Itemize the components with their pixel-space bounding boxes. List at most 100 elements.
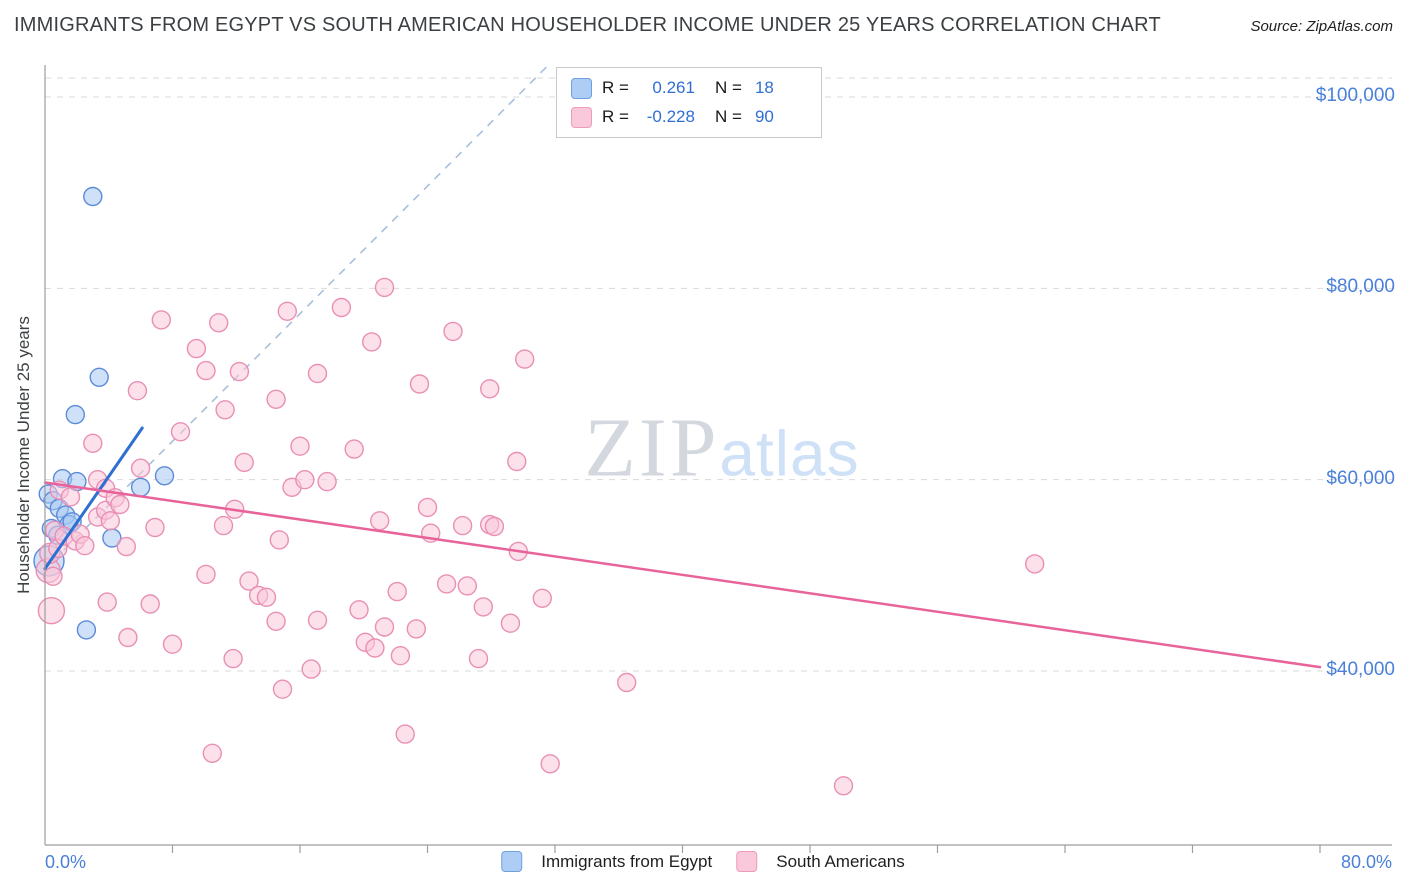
r-value-south-american: -0.228 xyxy=(646,107,695,126)
point-south-american xyxy=(127,381,148,401)
point-south-american xyxy=(417,497,438,518)
point-south-american xyxy=(317,471,337,492)
point-egypt xyxy=(65,404,86,425)
point-south-american xyxy=(540,754,560,774)
bottom-legend-label-south-americans: South Americans xyxy=(776,851,905,871)
y-axis-tick-label: $60,000 xyxy=(1326,467,1395,489)
bottom-legend-item-egypt: Immigrants from Egypt xyxy=(501,851,712,872)
watermark-zip: ZIP xyxy=(584,401,720,495)
point-egypt xyxy=(89,367,109,387)
point-south-american xyxy=(307,363,328,384)
legend-row-south-american: R = -0.228 N = 90 xyxy=(571,104,809,130)
point-south-american xyxy=(151,310,172,330)
point-south-american xyxy=(162,634,183,654)
point-south-american xyxy=(395,724,415,744)
n-label: N = xyxy=(714,107,742,126)
point-south-american xyxy=(307,610,328,630)
point-egypt xyxy=(76,620,97,640)
trend-egypt-fit xyxy=(43,426,144,571)
x-axis-max-label: 80.0% xyxy=(1340,852,1392,872)
point-egypt xyxy=(130,477,151,497)
n-value-egypt: 18 xyxy=(754,78,774,97)
point-south-american xyxy=(331,297,352,318)
legend-row-egypt: R = 0.261 N = 18 xyxy=(571,75,809,101)
watermark: ZIP atlas xyxy=(584,400,859,497)
point-south-american xyxy=(484,516,505,537)
trend-south-american-fit xyxy=(43,481,1322,669)
r-label: R = xyxy=(602,107,629,126)
point-south-american xyxy=(515,349,535,369)
point-egypt xyxy=(83,186,103,207)
point-south-american xyxy=(443,321,463,342)
y-axis-tick-label: $100,000 xyxy=(1315,85,1395,106)
page-title: IMMIGRANTS FROM EGYPT VS SOUTH AMERICAN … xyxy=(14,14,1161,36)
point-south-american xyxy=(215,400,235,420)
bottom-legend-item-south-americans: South Americans xyxy=(736,851,905,872)
point-south-american xyxy=(202,743,223,763)
r-label: R = xyxy=(602,78,629,97)
y-axis-tick-label: $80,000 xyxy=(1326,276,1395,298)
point-south-american xyxy=(277,301,297,321)
point-south-american xyxy=(833,776,854,796)
point-south-american xyxy=(532,588,552,608)
point-south-american xyxy=(213,515,234,536)
bottom-legend: Immigrants from Egypt South Americans xyxy=(501,851,905,872)
point-south-american xyxy=(452,515,473,536)
point-south-american xyxy=(239,571,259,591)
point-south-american xyxy=(170,422,191,442)
egypt-swatch xyxy=(501,851,523,872)
south-american-swatch xyxy=(736,851,758,872)
point-south-american xyxy=(480,379,500,399)
point-south-american xyxy=(295,470,315,490)
point-south-american xyxy=(116,536,137,557)
point-south-american xyxy=(223,648,243,669)
point-south-american xyxy=(370,511,390,531)
point-south-american xyxy=(349,600,369,620)
point-south-american xyxy=(344,439,364,459)
south-american-swatch xyxy=(571,106,592,128)
point-south-american xyxy=(97,592,117,612)
correlation-legend-box: R = 0.261 N = 18 R = -0.228 N = 90 xyxy=(556,67,822,138)
point-south-american xyxy=(457,576,477,596)
x-axis-min-label: 0.0% xyxy=(45,852,87,872)
point-south-american xyxy=(118,627,138,648)
point-south-american xyxy=(409,374,430,394)
point-south-american xyxy=(507,451,527,472)
point-south-american xyxy=(234,452,254,473)
bottom-legend-label-egypt: Immigrants from Egypt xyxy=(541,851,713,871)
point-south-american xyxy=(374,617,395,637)
point-south-american xyxy=(1024,554,1045,574)
point-south-american xyxy=(130,458,151,478)
point-south-american xyxy=(266,389,286,409)
point-south-american xyxy=(301,659,321,679)
n-label: N = xyxy=(714,78,742,97)
point-south-american xyxy=(256,587,277,607)
watermark-atlas: atlas xyxy=(719,417,860,490)
point-south-american xyxy=(43,566,63,586)
point-south-american xyxy=(390,646,411,666)
point-south-american xyxy=(436,574,457,594)
point-south-american xyxy=(362,332,382,352)
egypt-swatch xyxy=(571,77,592,99)
r-value-egypt: 0.261 xyxy=(652,78,695,97)
point-south-american xyxy=(269,530,289,550)
point-south-american xyxy=(374,277,395,298)
point-south-american xyxy=(406,619,426,639)
point-south-american xyxy=(60,487,81,507)
point-south-american xyxy=(100,511,121,531)
point-south-american xyxy=(196,564,216,585)
point-south-american xyxy=(196,360,216,381)
y-axis-tick-label: $40,000 xyxy=(1326,659,1395,680)
point-south-american xyxy=(266,611,286,631)
n-value-south-american: 90 xyxy=(754,107,774,126)
point-south-american xyxy=(83,433,103,453)
point-south-american xyxy=(272,679,293,699)
point-south-american xyxy=(37,597,66,625)
point-south-american xyxy=(208,313,229,333)
point-egypt xyxy=(154,466,175,486)
trend-egypt-fit-extension xyxy=(52,65,548,562)
point-south-american xyxy=(473,597,493,617)
point-south-american xyxy=(110,494,130,515)
